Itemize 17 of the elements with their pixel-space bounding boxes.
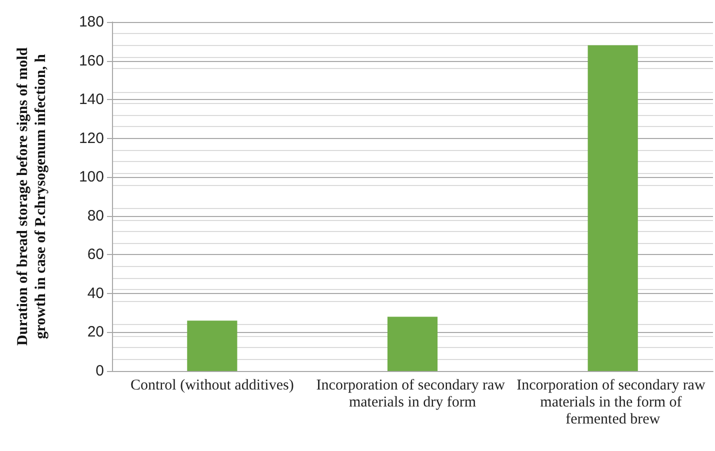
y-tick-label: 40 (87, 284, 104, 302)
y-tick-label: 20 (87, 324, 104, 341)
y-axis-title: Duration of bread storage before signs of mold growth in case of P.chrysogenum infection, h (15, 46, 49, 346)
bar (187, 320, 238, 371)
y-tick-label: 180 (78, 14, 104, 30)
y-tick-label: 140 (78, 91, 104, 108)
x-tick-label: Control (without additives) (130, 378, 294, 394)
bar (588, 45, 638, 371)
x-tick-label: Incorporation of secondary raw materials in the form of fermented brew (516, 378, 710, 428)
y-tick-label: 160 (78, 52, 104, 70)
bar (387, 316, 438, 371)
y-tick-label: 80 (87, 207, 104, 224)
y-tick-label: 0 (96, 362, 104, 380)
y-tick-label: 100 (78, 168, 104, 186)
x-tick-label: Incorporation of secondary raw materials in dry form (316, 378, 509, 410)
y-tick-label: 60 (87, 246, 104, 264)
y-tick-label: 120 (78, 130, 104, 147)
